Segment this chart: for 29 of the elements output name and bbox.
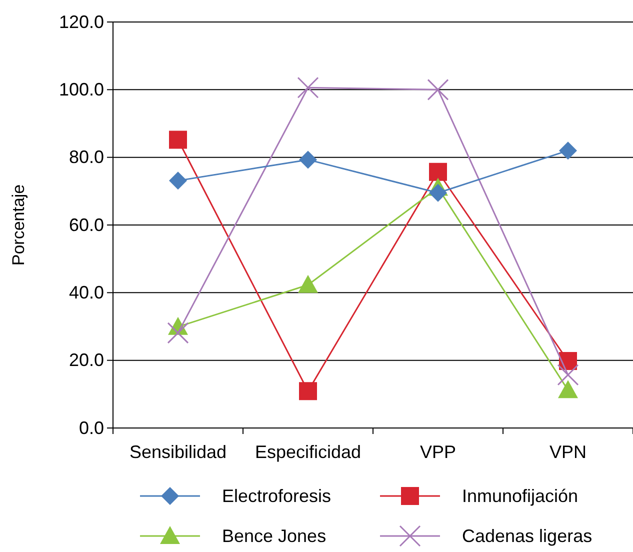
point [298,274,318,293]
point [559,142,577,160]
legend-label: Bence Jones [222,526,326,546]
point [557,364,579,386]
y-tick-label: 0.0 [78,418,104,438]
y-tick-label: 20.0 [68,350,104,370]
y-tick-label: 80.0 [68,147,104,168]
y-tick-label: 120.0 [58,12,104,32]
y-tick-label: 40.0 [68,282,104,302]
x-tick-label: Sensibilidad [129,442,227,462]
legend-label: Electroforesis [222,486,332,506]
legend-label: Inmunofijación [462,486,578,506]
y-tick-label: 60.0 [68,214,104,235]
point [429,162,447,181]
point [427,78,449,100]
point [169,130,187,149]
point [558,380,578,398]
point [167,322,189,344]
y-tick-label: 100.0 [58,79,104,100]
legend-label: Cadenas ligeras [462,526,592,546]
point [299,382,317,400]
point [299,150,317,169]
x-tick-label: VPN [549,442,587,462]
point [169,172,187,190]
x-tick-label: Especificidad [254,442,362,462]
point [297,76,319,98]
point [429,184,447,202]
y-axis-title: Porcentaje [9,184,28,266]
x-tick-label: VPP [420,442,456,462]
